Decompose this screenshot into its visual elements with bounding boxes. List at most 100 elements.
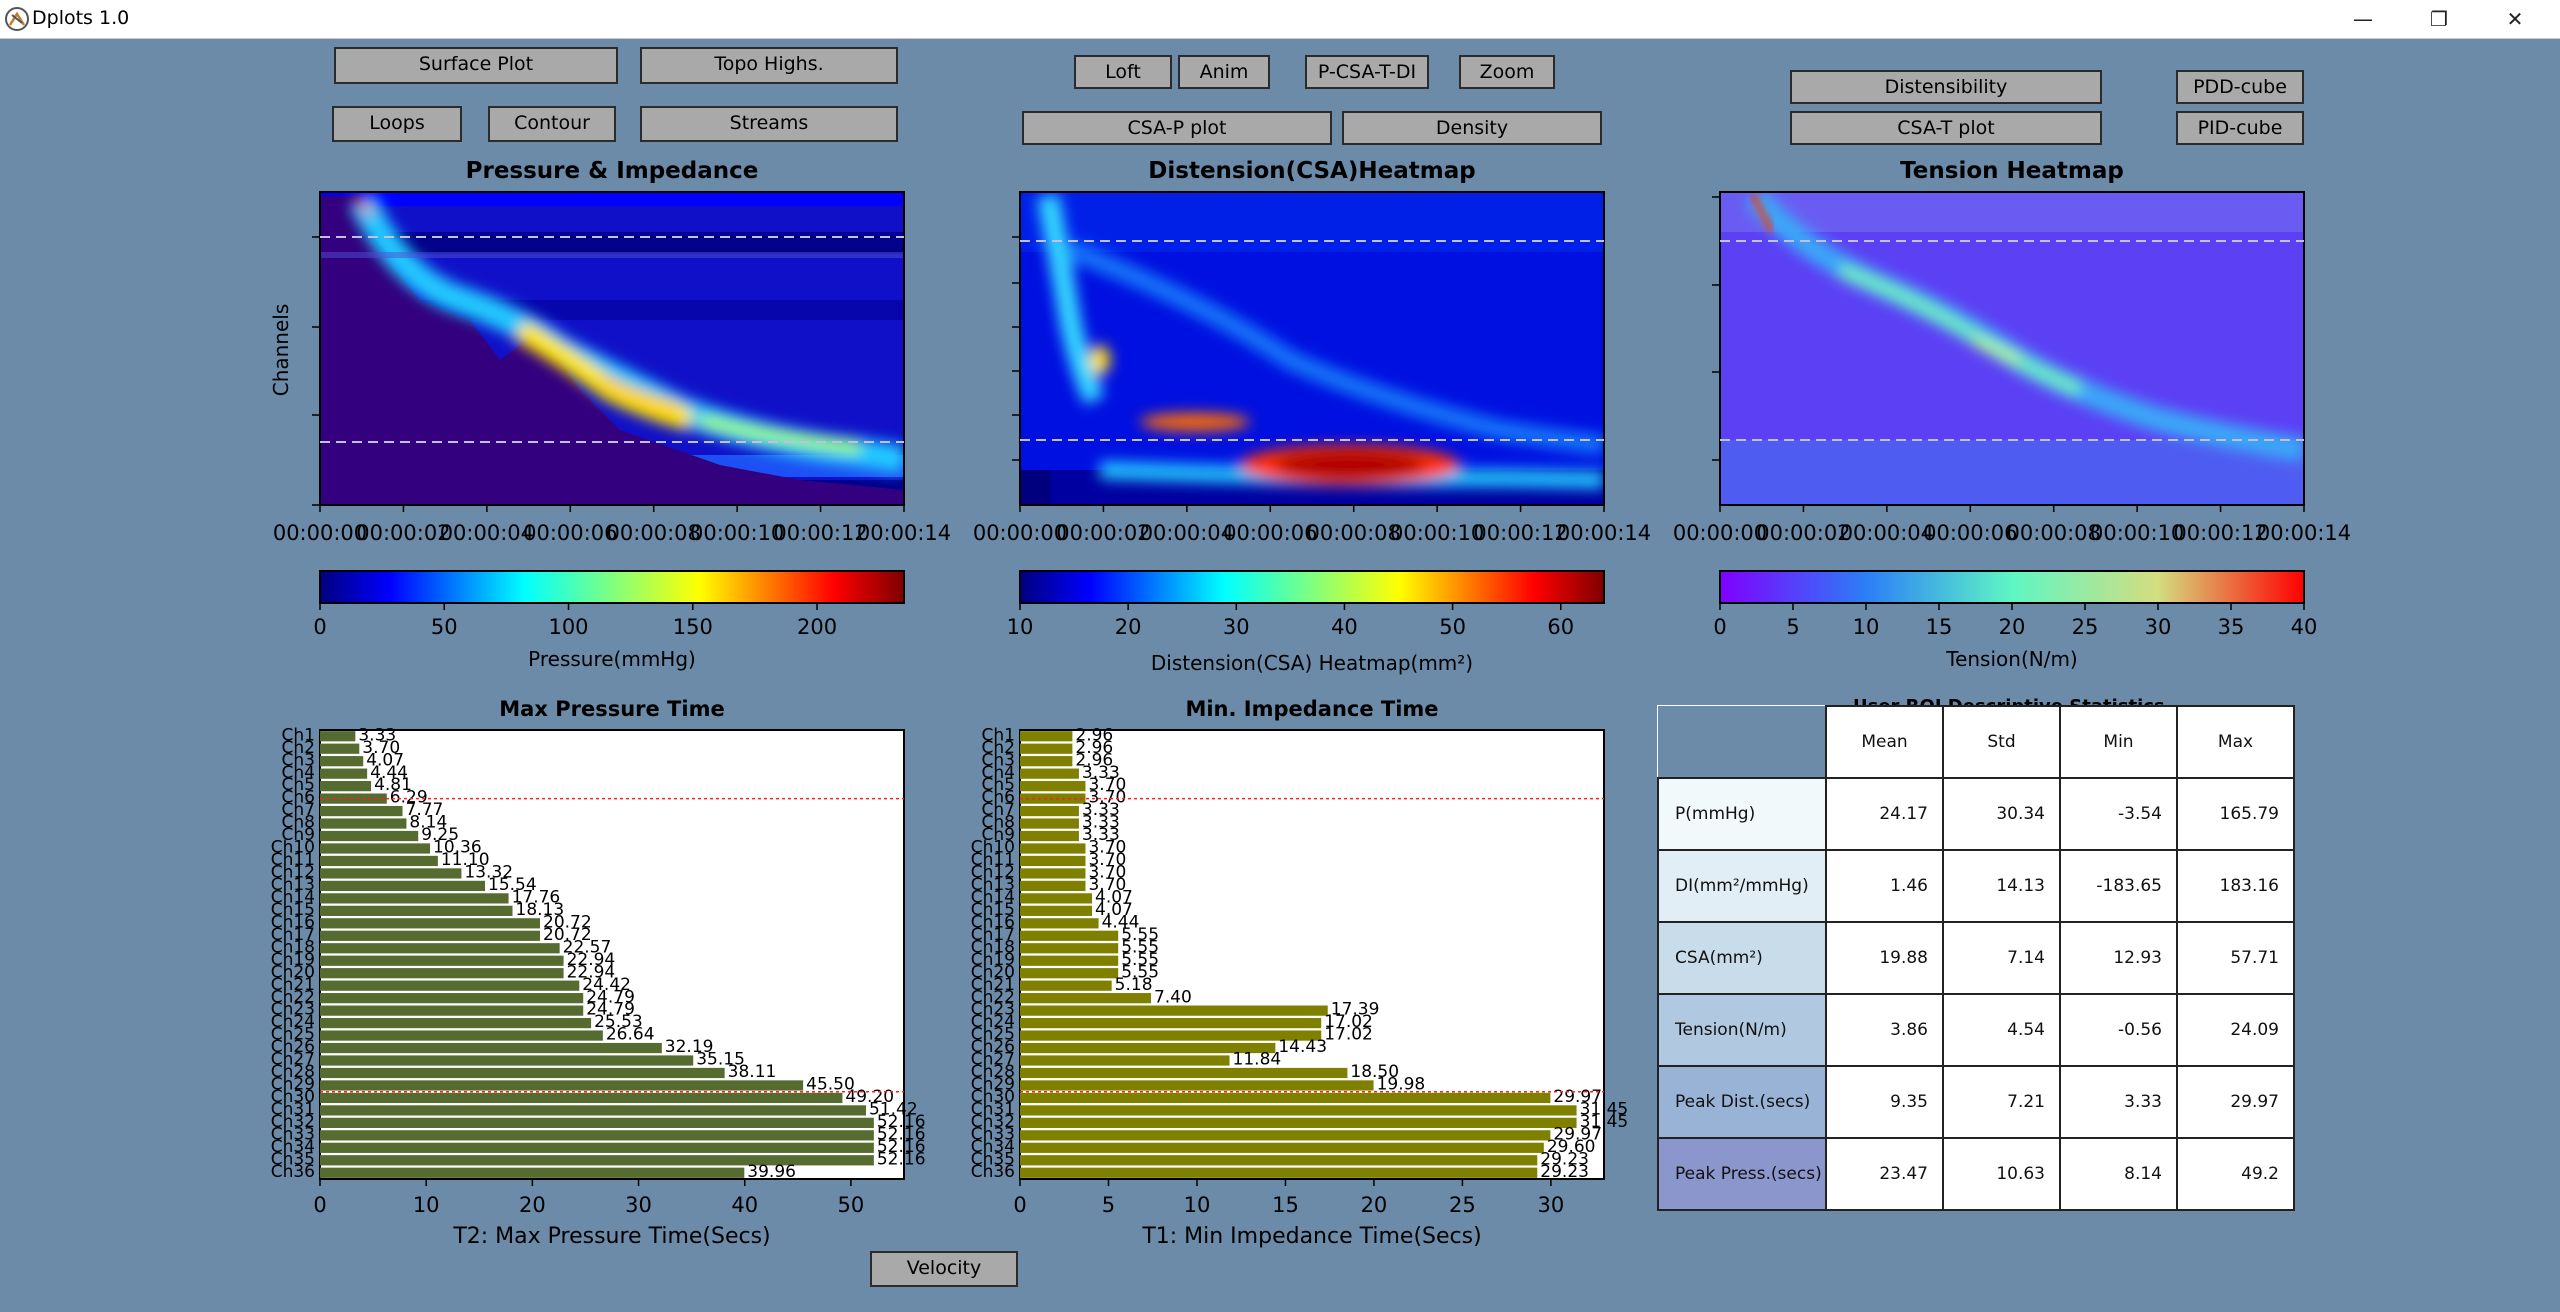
pressure-yticks <box>312 236 320 506</box>
bar-category-label: Ch22 <box>971 987 1015 1007</box>
bar-value-label: 32.19 <box>665 1037 714 1057</box>
bar-value-label: 3.33 <box>1082 763 1120 783</box>
bar-value-label: 3.33 <box>358 725 396 745</box>
bar <box>320 880 486 892</box>
pcsatdi-button[interactable]: P-CSA-T-DI <box>1305 55 1429 89</box>
pressure-heatmap-frame <box>319 191 905 506</box>
stats-cell: 8.14 <box>2059 1137 2178 1211</box>
bar-value-label: 29.23 <box>1540 1149 1589 1169</box>
bar-value-label: 20.72 <box>543 925 592 945</box>
contour-button[interactable]: Contour <box>488 106 616 142</box>
bar-category-label: Ch22 <box>271 987 315 1007</box>
surface-plot-button[interactable]: Surface Plot <box>334 47 618 84</box>
stats-cell: -0.56 <box>2059 993 2178 1067</box>
bar-chart-2-title: Min. Impedance Time <box>1185 697 1438 721</box>
tension-heatmap[interactable] <box>1720 192 2304 505</box>
stats-cell: 57.71 <box>2176 921 2295 995</box>
bar <box>320 830 419 842</box>
anim-button[interactable]: Anim <box>1178 55 1270 89</box>
stats-cell: 4.54 <box>1942 993 2061 1067</box>
time-tick-label: 00:00:08 <box>1307 521 1401 545</box>
x-tick-label: 20 <box>519 1193 546 1217</box>
bar-value-label: 24.79 <box>586 987 635 1007</box>
distension-heatmap[interactable] <box>1020 192 1604 505</box>
bar-value-label: 17.39 <box>1331 1000 1380 1020</box>
bar-category-label: Ch9 <box>282 825 315 845</box>
tension-colorbar-label: Tension(N/m) <box>1945 647 2077 671</box>
loft-button[interactable]: Loft <box>1074 55 1172 89</box>
bar-value-label: 20.72 <box>543 912 592 932</box>
distensibility-button[interactable]: Distensibility <box>1790 70 2102 104</box>
bar <box>1020 955 1119 966</box>
topo-highs-button[interactable]: Topo Highs. <box>640 47 898 84</box>
stats-cell: 24.17 <box>1825 777 1944 851</box>
time-tick-label: 00:00:00 <box>973 521 1067 545</box>
csa-t-plot-button[interactable]: CSA-T plot <box>1790 111 2102 145</box>
bar <box>1020 868 1086 879</box>
bar <box>1020 1055 1230 1066</box>
x-tick-label: 10 <box>1184 1193 1211 1217</box>
bar-value-label: 45.50 <box>806 1075 855 1095</box>
bar-value-label: 14.43 <box>1278 1037 1327 1057</box>
streams-button[interactable]: Streams <box>640 106 898 142</box>
colorbar-ticks: 0 50 100 150 200 10 20 30 40 50 60 0 5 10 15 20 25 30 35 40 <box>313 603 2317 639</box>
bar-value-label: 29.23 <box>1540 1162 1589 1182</box>
time-tick-label: 00:00:14 <box>1557 521 1651 545</box>
bar <box>320 1130 874 1141</box>
colorbar-tick-label: 50 <box>1439 615 1466 639</box>
stats-row-label: P(mmHg) <box>1657 777 1827 851</box>
bar <box>320 1167 745 1178</box>
stats-cell: 1.46 <box>1825 849 1944 923</box>
velocity-button[interactable]: Velocity <box>870 1251 1018 1287</box>
colorbar-tick-label: 15 <box>1926 615 1953 639</box>
x-tick-label: 15 <box>1272 1193 1299 1217</box>
bar-category-label: Ch14 <box>271 887 315 907</box>
bar <box>320 781 372 792</box>
bar <box>1020 943 1119 954</box>
bar-category-label: Ch32 <box>271 1112 315 1132</box>
pdd-cube-button[interactable]: PDD-cube <box>2176 70 2304 104</box>
csa-p-plot-button[interactable]: CSA-P plot <box>1022 111 1332 145</box>
stats-row-label: CSA(mm²) <box>1657 921 1827 995</box>
stats-col-std: Std <box>1942 705 2061 779</box>
bar-category-label: Ch17 <box>971 925 1015 945</box>
bar-value-label: 5.55 <box>1121 962 1159 982</box>
minimize-button[interactable]: — <box>2353 7 2373 31</box>
bar <box>1020 818 1079 829</box>
x-tick-label: 30 <box>625 1193 652 1217</box>
bar-value-label: 15.54 <box>488 875 537 895</box>
bar-category-label: Ch16 <box>271 912 315 932</box>
bar <box>320 1117 874 1128</box>
density-button[interactable]: Density <box>1342 111 1602 145</box>
bar-category-label: Ch23 <box>271 1000 315 1020</box>
bar <box>320 893 509 904</box>
bar-category-label: Ch7 <box>982 800 1015 820</box>
time-tick-label: 00:00:02 <box>356 521 450 545</box>
pid-cube-button[interactable]: PID-cube <box>2176 111 2304 145</box>
bar-category-label: Ch21 <box>971 975 1015 995</box>
tension-heatmap-frame <box>1719 191 2305 506</box>
time-tick-label: 00:00:02 <box>1056 521 1150 545</box>
restore-button[interactable]: ❐ <box>2430 7 2448 31</box>
colorbar-tick-label: 5 <box>1786 615 1799 639</box>
bar-value-label: 3.70 <box>1088 850 1126 870</box>
bar-category-label: Ch19 <box>271 950 315 970</box>
pressure-heatmap[interactable] <box>320 192 904 505</box>
close-button[interactable]: ✕ <box>2506 7 2524 31</box>
bar-category-label: Ch1 <box>982 725 1015 745</box>
time-tick-label: 00:00:12 <box>773 521 867 545</box>
bar <box>1020 1005 1328 1016</box>
zoom-button[interactable]: Zoom <box>1459 55 1555 89</box>
bar <box>320 1155 874 1166</box>
bar-chart-1-plot-area <box>319 729 905 1180</box>
loops-button[interactable]: Loops <box>332 106 462 142</box>
x-tick-label: 50 <box>838 1193 865 1217</box>
bar-category-label: Ch15 <box>271 900 315 920</box>
bar <box>320 818 407 829</box>
bar-value-label: 6.29 <box>390 788 428 808</box>
bar <box>1020 893 1093 904</box>
heatmap-tension-title: Tension Heatmap <box>1900 158 2124 184</box>
bar-value-label: 3.70 <box>1088 838 1126 858</box>
bar-value-label: 7.77 <box>406 800 444 820</box>
bar <box>1020 993 1151 1004</box>
